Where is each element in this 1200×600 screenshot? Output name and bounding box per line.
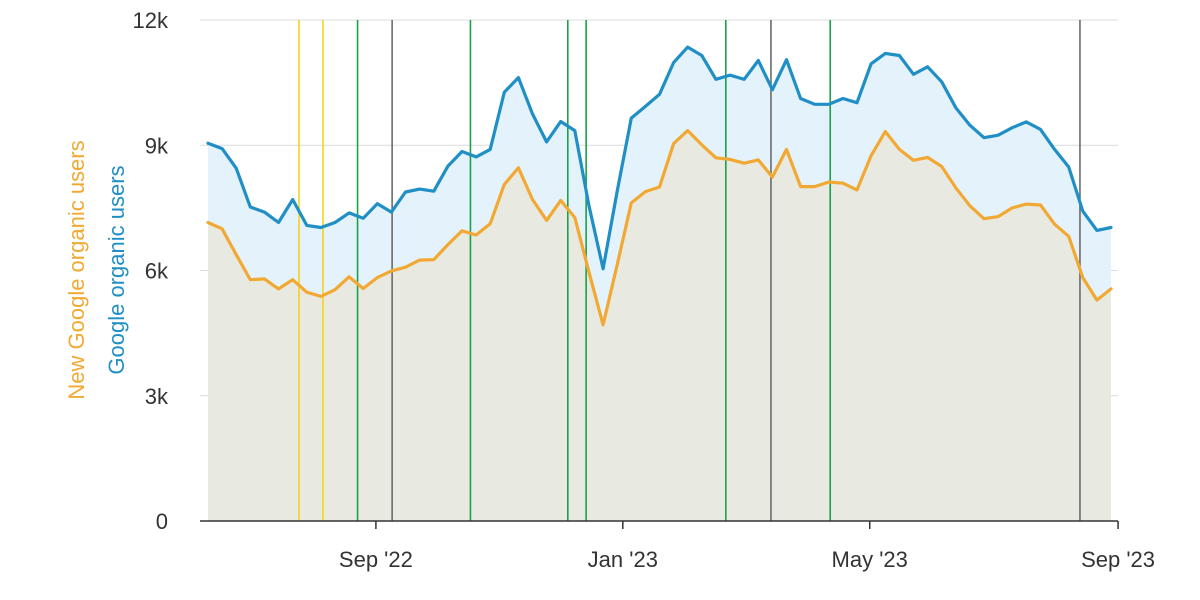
x-tick-label: Sep '22 bbox=[339, 547, 413, 572]
series-lines bbox=[206, 45, 1113, 327]
y-tick-labels: 0 3k 6k 9k 12k bbox=[133, 8, 169, 534]
axis-titles: New Google organic users Google organic … bbox=[64, 140, 129, 399]
y-axis-title-new-users: New Google organic users bbox=[64, 140, 89, 399]
x-tick-labels: Sep '22 Jan '23 May '23 Sep '23 bbox=[339, 547, 1155, 572]
y-tick-label: 0 bbox=[156, 509, 168, 534]
axes bbox=[200, 520, 1119, 529]
series-area-new-users bbox=[208, 130, 1111, 521]
series-areas bbox=[208, 47, 1111, 521]
x-tick-label: Jan '23 bbox=[588, 547, 658, 572]
y-axis-title-users: Google organic users bbox=[104, 165, 129, 374]
y-tick-label: 12k bbox=[133, 8, 169, 33]
y-tick-label: 6k bbox=[145, 259, 169, 284]
y-tick-label: 9k bbox=[145, 133, 169, 158]
y-tick-label: 3k bbox=[145, 384, 169, 409]
x-tick-label: Sep '23 bbox=[1081, 547, 1155, 572]
x-tick-label: May '23 bbox=[832, 547, 908, 572]
